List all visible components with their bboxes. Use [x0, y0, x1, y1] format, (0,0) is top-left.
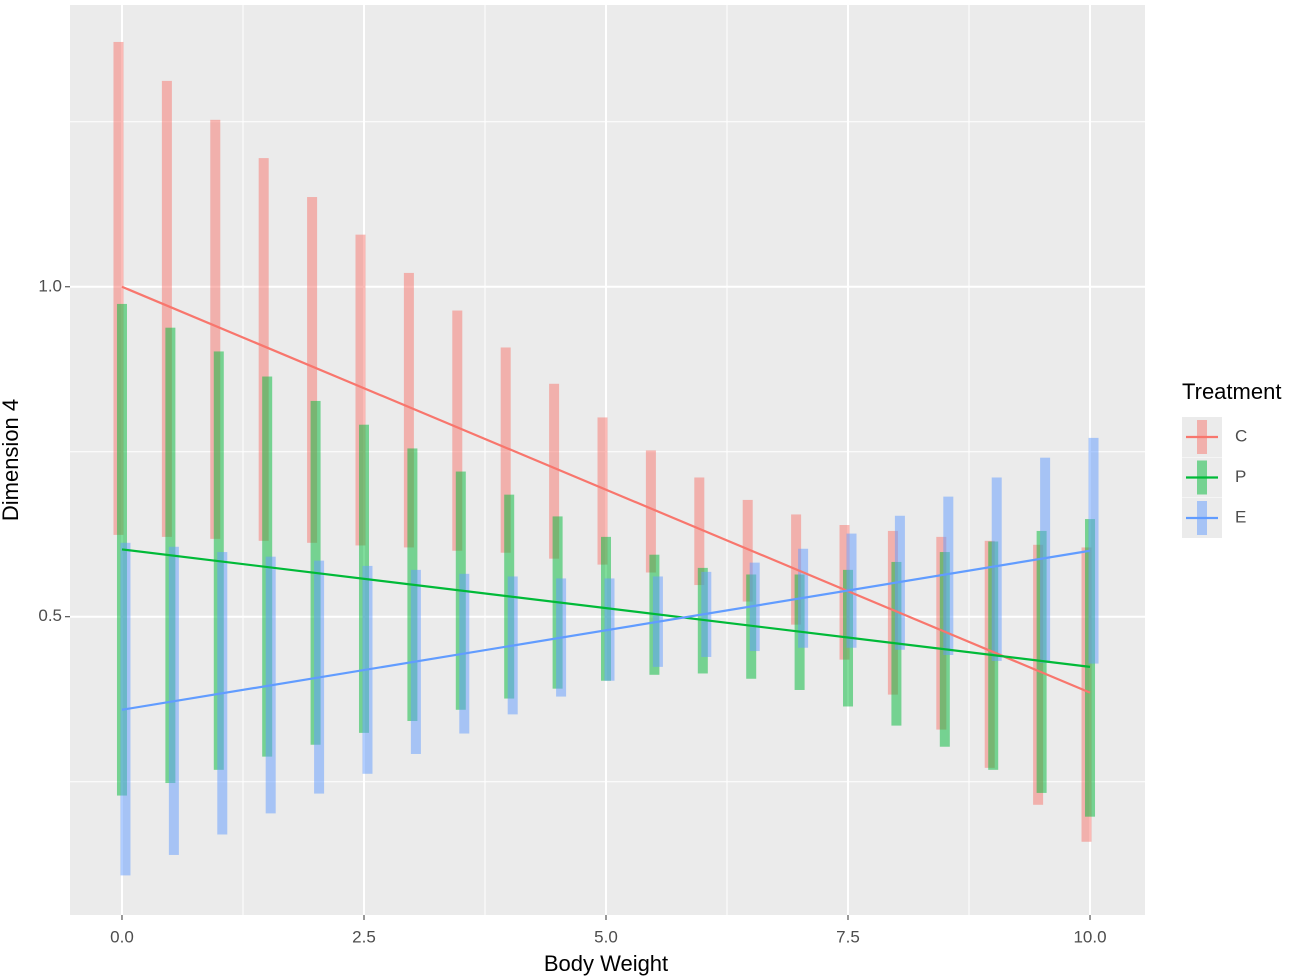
range-bar — [452, 310, 463, 551]
range-bar — [113, 41, 124, 535]
legend-label: E — [1235, 507, 1246, 526]
y-axis-title: Dimension 4 — [0, 399, 23, 521]
x-tick-label: 2.5 — [352, 927, 376, 946]
range-bar — [991, 477, 1002, 661]
range-bar — [943, 496, 954, 655]
x-tick-label: 5.0 — [594, 927, 618, 946]
range-bar — [742, 499, 753, 602]
x-tick-label: 10.0 — [1073, 927, 1106, 946]
y-tick-label: 1.0 — [38, 276, 62, 295]
range-bar — [210, 119, 221, 539]
range-bar — [549, 383, 560, 559]
range-bar — [645, 450, 656, 573]
trend-line — [121, 285, 1091, 694]
trend-line — [121, 548, 1091, 668]
range-bar — [597, 417, 608, 565]
y-tick-label: 0.5 — [38, 606, 62, 625]
x-axis-title: Body Weight — [544, 951, 668, 976]
legend-label: P — [1235, 467, 1246, 486]
range-bar — [500, 347, 511, 553]
trend-line — [121, 549, 1091, 711]
legend-title: Treatment — [1182, 379, 1281, 404]
range-bar — [1088, 437, 1099, 664]
range-bar — [307, 197, 318, 543]
range-bar — [403, 272, 414, 548]
legend-label: C — [1235, 426, 1247, 445]
range-bar — [355, 234, 366, 546]
range-bar — [258, 158, 269, 541]
range-bar — [694, 477, 705, 586]
range-bar — [161, 80, 172, 537]
range-bar — [1085, 519, 1096, 817]
x-tick-label: 7.5 — [836, 927, 860, 946]
range-bar — [1040, 457, 1051, 663]
panel — [70, 5, 1145, 915]
x-tick-label: 0.0 — [110, 927, 134, 946]
